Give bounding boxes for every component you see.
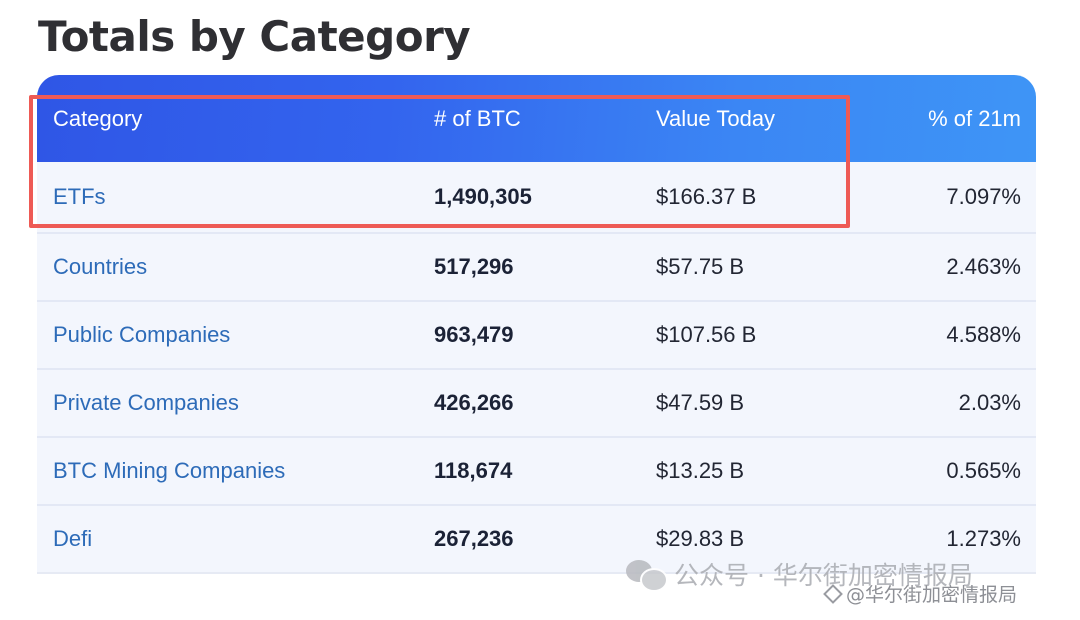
percent-of-21m: 0.565%	[946, 458, 1021, 483]
watermark-small-text: @华尔街加密情报局	[846, 584, 1018, 606]
value-today: $166.37 B	[656, 184, 757, 209]
header-value-today[interactable]: Value Today	[656, 105, 776, 131]
header-percent-of-21m[interactable]: % of 21m	[928, 105, 1021, 131]
table-row: Countries 517,296 $57.75 B 2.463%	[37, 234, 1036, 302]
table-header-row: Category # of BTC Value Today % of 21m	[37, 75, 1036, 162]
table-row: ETFs 1,490,305 $166.37 B 7.097%	[37, 162, 1036, 234]
header-btc-count[interactable]: # of BTC	[434, 105, 521, 131]
category-link[interactable]: Defi	[53, 526, 93, 551]
percent-of-21m: 4.588%	[946, 322, 1021, 347]
value-today: $57.75 B	[656, 254, 745, 279]
percent-of-21m: 7.097%	[946, 184, 1021, 209]
table-row: Defi 267,236 $29.83 B 1.273%	[37, 506, 1036, 574]
percent-of-21m: 2.463%	[946, 254, 1021, 279]
btc-count: 267,236	[434, 526, 514, 551]
totals-table: Category # of BTC Value Today % of 21m E…	[37, 75, 1036, 574]
header-category[interactable]: Category	[53, 105, 143, 131]
watermark-small: @华尔街加密情报局	[823, 580, 1018, 607]
category-link[interactable]: BTC Mining Companies	[53, 458, 286, 483]
percent-of-21m: 1.273%	[946, 526, 1021, 551]
watermark-text: 公众号 · 华尔街加密情报局	[674, 561, 973, 590]
category-link[interactable]: Public Companies	[53, 322, 231, 347]
btc-count: 118,674	[434, 458, 513, 483]
category-link[interactable]: Countries	[53, 254, 148, 279]
category-link[interactable]: ETFs	[53, 184, 106, 209]
value-today: $29.83 B	[656, 526, 745, 551]
btc-count: 963,479	[434, 322, 514, 347]
table-row: BTC Mining Companies 118,674 $13.25 B 0.…	[37, 438, 1036, 506]
btc-count: 517,296	[434, 254, 514, 279]
table-row: Private Companies 426,266 $47.59 B 2.03%	[37, 370, 1036, 438]
value-today: $107.56 B	[656, 322, 757, 347]
diamond-icon	[823, 583, 843, 604]
percent-of-21m: 2.03%	[958, 390, 1021, 415]
btc-count: 1,490,305	[434, 184, 532, 209]
btc-count: 426,266	[434, 390, 514, 415]
page-title: Totals by Category	[38, 12, 471, 61]
wechat-icon	[626, 558, 668, 592]
table-row: Public Companies 963,479 $107.56 B 4.588…	[37, 302, 1036, 370]
watermark: 公众号 · 华尔街加密情报局	[626, 556, 973, 592]
value-today: $13.25 B	[656, 458, 745, 483]
category-link[interactable]: Private Companies	[53, 390, 239, 415]
value-today: $47.59 B	[656, 390, 745, 415]
